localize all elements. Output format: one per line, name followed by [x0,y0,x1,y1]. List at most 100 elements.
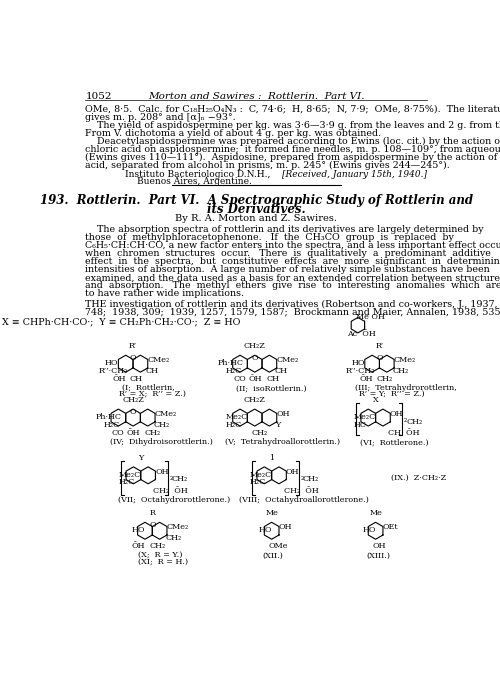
Text: gives m. p. 208° and [α]ₙ −93°.: gives m. p. 208° and [α]ₙ −93°. [86,113,236,122]
Text: CH: CH [266,375,280,383]
Text: O: O [130,407,136,416]
Text: Y: Y [275,421,280,428]
Text: CH: CH [275,367,288,375]
Text: H₂C: H₂C [119,479,135,486]
Text: H₂C: H₂C [250,479,266,486]
Text: HO: HO [352,359,365,367]
Text: C₆H₅·CH:CH·CO, a new factor enters into the spectra, and a less important effect: C₆H₅·CH:CH·CO, a new factor enters into … [86,241,500,250]
Text: R’: R’ [129,342,137,350]
Text: CH₂  ŌH: CH₂ ŌH [284,487,319,495]
Text: Morton and Sawires :  Rottlerin.  Part VI.: Morton and Sawires : Rottlerin. Part VI. [148,92,364,101]
Text: Me₂C: Me₂C [119,471,141,479]
Text: Instituto Bacteriologico D.N.H.,: Instituto Bacteriologico D.N.H., [126,170,270,179]
Text: ₂: ₂ [301,474,304,482]
Text: OH: OH [372,543,386,550]
Text: O: O [252,354,258,362]
Text: CH₂: CH₂ [392,367,408,375]
Text: CH₂: CH₂ [165,534,182,542]
Text: CO: CO [112,429,124,437]
Text: The yield of aspidospermine per kg. was 3·6—3·9 g. from the leaves and 2 g. from: The yield of aspidospermine per kg. was … [86,121,500,130]
Text: ŌH: ŌH [112,375,126,383]
Text: Me OH: Me OH [356,313,385,321]
Text: CH₂: CH₂ [252,429,268,437]
Text: OH: OH [155,468,168,475]
Text: R’ = X;  R’’ = Z.): R’ = X; R’’ = Z.) [119,390,186,399]
Text: Ac  ŌH: Ac ŌH [347,330,376,338]
Text: (XIII.): (XIII.) [366,551,390,559]
Text: CMe₂: CMe₂ [148,356,170,364]
Text: OMe: OMe [268,543,288,550]
Text: examined, and the data used as a basis for an extended correlation between struc: examined, and the data used as a basis f… [86,273,500,282]
Text: ₂: ₂ [404,416,406,424]
Text: Me₂C: Me₂C [226,413,248,421]
Text: Ph·HC: Ph·HC [96,413,122,421]
Text: THE investigation of rottlerin and its derivatives (Robertson and co-workers, J.: THE investigation of rottlerin and its d… [86,299,498,309]
Text: H₂C: H₂C [104,421,120,428]
Text: CH₂: CH₂ [172,475,188,483]
Text: OH: OH [390,410,404,418]
Text: HO: HO [258,526,272,534]
Text: CH: CH [146,367,159,375]
Text: O: O [376,354,383,362]
Text: (V;  Tetrahydroallorottlerin.): (V; Tetrahydroallorottlerin.) [226,439,340,446]
Text: ŌH: ŌH [132,543,145,550]
Text: intensities of absorption.  A large number of relatively simple substances have : intensities of absorption. A large numbe… [86,265,490,274]
Text: to have rather wide implications.: to have rather wide implications. [86,289,244,298]
Text: those  of  methylphloracetophenone.   If  the  CH₃CO  group  is  replaced  by: those of methylphloracetophenone. If the… [86,233,454,242]
Text: (Ewins gives 110—111°).  Aspidosine, prepared from aspidospermine by the action : (Ewins gives 110—111°). Aspidosine, prep… [86,153,500,162]
Text: ŌH: ŌH [359,375,372,383]
Text: R’: R’ [376,342,384,350]
Text: O: O [149,521,156,529]
Text: ŌH: ŌH [127,429,140,437]
Text: R’’·CH₂: R’’·CH₂ [345,367,374,375]
Text: (II;  isoRottlerin.): (II; isoRottlerin.) [236,384,307,392]
Text: CH₂: CH₂ [302,475,318,483]
Text: CH₂: CH₂ [376,375,392,383]
Text: Deacetylaspidospermine was prepared according to Ewins (loc. cit.) by the action: Deacetylaspidospermine was prepared acco… [86,137,500,146]
Text: OMe, 8·5.  Calc. for C₁₈H₂₅O₄N₃ :  C, 74·6;  H, 8·65;  N, 7·9;  OMe, 8·75%).  Th: OMe, 8·5. Calc. for C₁₈H₂₅O₄N₃ : C, 74·6… [86,105,500,113]
Text: (X;  R = Y.): (X; R = Y.) [138,551,183,559]
Text: (I;  Rottlerin,: (I; Rottlerin, [122,384,175,392]
Text: acid, separated from alcohol in prisms, m. p. 245° (Ewins gives 244—245°).: acid, separated from alcohol in prisms, … [86,161,450,170]
Text: (VI;  Rottlerone.): (VI; Rottlerone.) [360,439,429,446]
Text: when  chromen  structures  occur.   There  is  qualitatively  a  predominant  ad: when chromen structures occur. There is … [86,249,491,258]
Text: (VIII;  Octahydroallorottlerone.): (VIII; Octahydroallorottlerone.) [240,496,369,504]
Text: HO: HO [132,526,145,534]
Text: and  absorption.   The  methyl  ethers  give  rise  to  interesting  anomalies  : and absorption. The methyl ethers give r… [86,281,500,291]
Text: H₂C: H₂C [226,367,242,375]
Text: (III;  Tetrahydrorottlerin,: (III; Tetrahydrorottlerin, [355,384,456,392]
Text: (IX.)  Z·CH₂·Z: (IX.) Z·CH₂·Z [391,474,446,482]
Text: CMe₂: CMe₂ [276,356,298,364]
Text: CMe₂: CMe₂ [154,410,177,418]
Text: OH: OH [278,523,292,531]
Text: CH₂: CH₂ [153,421,170,428]
Text: HO: HO [105,359,118,367]
Text: HO: HO [362,526,376,534]
Text: Buenos Aires, Argentine.: Buenos Aires, Argentine. [137,177,252,186]
Text: its Derivatives.: its Derivatives. [207,203,306,216]
Text: CH₂Z: CH₂Z [244,342,266,350]
Text: (XII.): (XII.) [262,551,283,559]
Text: 748;  1938, 309;  1939, 1257, 1579, 1587;  Brockmann and Maier, Annalen, 1938, 5: 748; 1938, 309; 1939, 1257, 1579, 1587; … [86,308,500,317]
Text: CH₂: CH₂ [149,543,166,550]
Text: R’’·CH₂: R’’·CH₂ [99,367,128,375]
Text: OH: OH [276,410,290,418]
Text: chloric acid on aspidospermine;  it formed fine needles, m. p. 108—109°, from aq: chloric acid on aspidospermine; it forme… [86,145,500,154]
Text: CH₂Z: CH₂Z [244,396,266,404]
Text: ₂: ₂ [170,474,173,482]
Text: OH: OH [286,468,300,475]
Text: CH₂: CH₂ [144,429,161,437]
Text: H₂C: H₂C [226,421,242,428]
Text: CO: CO [233,375,246,383]
Text: Me₂C: Me₂C [354,413,376,421]
Text: effect  in  the  spectra,  but  constitutive  effects  are  more  significant  i: effect in the spectra, but constitutive … [86,257,500,266]
Text: 1: 1 [269,454,274,462]
Text: CH₂: CH₂ [406,418,422,426]
Text: X ≡ CHPh·CH·CO·;  Y ≡ CH₂Ph·CH₂·CO·;  Z ≡ HO: X ≡ CHPh·CH·CO·; Y ≡ CH₂Ph·CH₂·CO·; Z ≡ … [2,318,241,327]
Text: [Received, January 15th, 1940.]: [Received, January 15th, 1940.] [282,170,427,179]
Text: CH  ŌH: CH ŌH [388,429,420,437]
Text: CH: CH [130,375,143,383]
Text: CMe₂: CMe₂ [166,523,189,531]
Text: Ph·HC: Ph·HC [218,359,244,367]
Text: X: X [372,396,378,404]
